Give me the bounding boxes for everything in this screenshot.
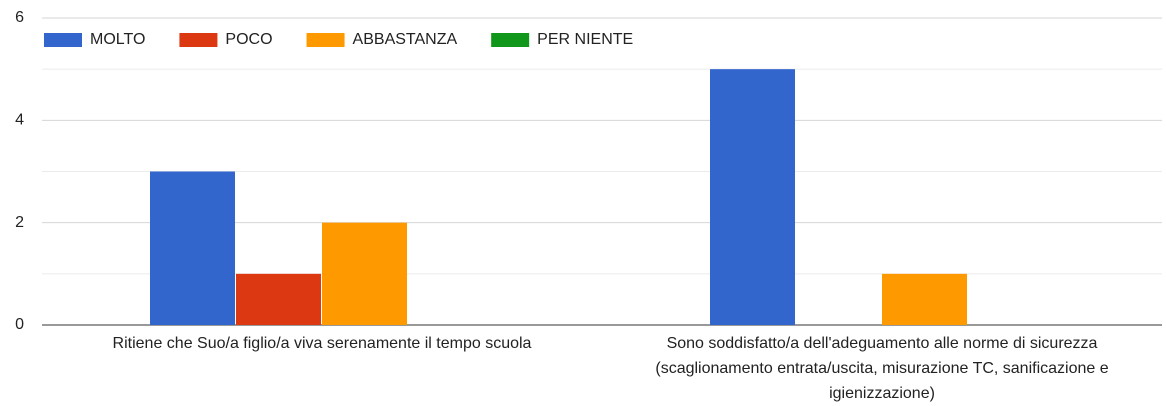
y-tick-label: 2	[15, 214, 24, 231]
legend-swatch	[306, 33, 345, 47]
bar	[882, 273, 967, 325]
legend-label: MOLTO	[90, 31, 145, 48]
legend-swatch	[179, 33, 218, 47]
x-tick-label: Sono soddisfatto/a dell'adeguamento alle…	[655, 335, 1109, 402]
bar	[150, 171, 235, 325]
y-tick-label: 0	[15, 316, 24, 333]
x-tick-label: Ritiene che Suo/a figlio/a viva serename…	[112, 335, 532, 352]
legend-swatch	[44, 33, 82, 47]
bar	[322, 222, 407, 325]
y-tick-label: 6	[15, 9, 24, 26]
y-tick-label: 4	[15, 112, 24, 129]
legend-label: ABBASTANZA	[353, 31, 458, 48]
bar	[236, 273, 321, 325]
legend-label: POCO	[225, 31, 272, 48]
legend-swatch	[491, 33, 530, 47]
legend-label: PER NIENTE	[537, 31, 633, 48]
bar	[710, 69, 795, 326]
